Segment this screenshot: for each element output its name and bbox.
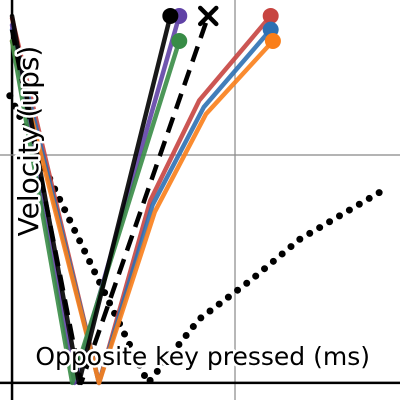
curve [9, 38, 182, 386]
end-point [162, 7, 179, 24]
curve [6, 92, 393, 387]
cross-stroke [198, 5, 219, 27]
y-axis-label: Velocity (ups) [12, 46, 45, 237]
x-axis-label: Opposite key pressed (ms) [35, 342, 370, 371]
end-point [262, 7, 279, 24]
plot [6, 5, 393, 387]
end-cross [198, 5, 219, 27]
curve [9, 38, 276, 386]
end-point [171, 33, 188, 50]
end-point [264, 33, 281, 50]
curve [9, 13, 173, 386]
